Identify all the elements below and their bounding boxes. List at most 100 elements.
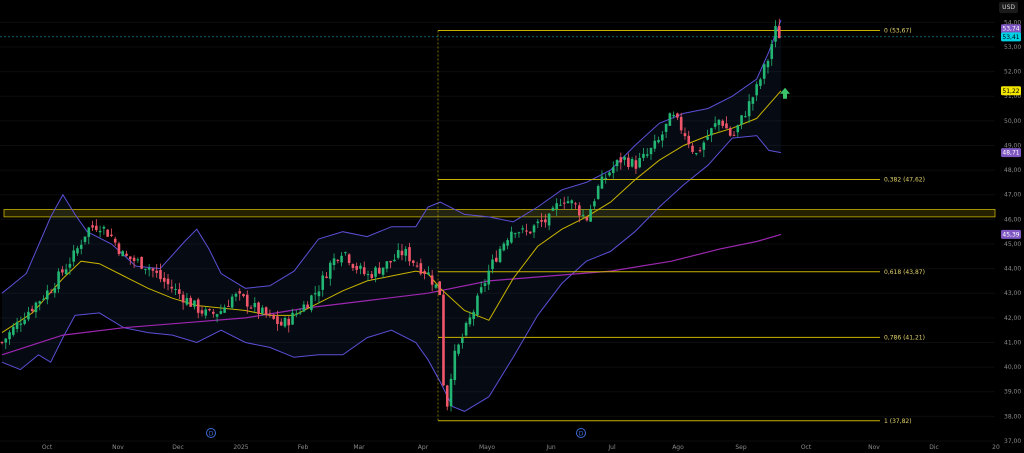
candle-body [362, 267, 366, 275]
dividend-marker-circle [206, 428, 216, 438]
candle-body [657, 139, 660, 143]
candle-body [23, 319, 26, 324]
candle-body [166, 278, 170, 285]
candle-body [593, 201, 596, 207]
price-tag-label: 45,39 [1002, 231, 1019, 238]
candle-body [162, 277, 166, 282]
candle-body [91, 225, 94, 228]
candle-body [547, 213, 551, 226]
candle-body [238, 291, 242, 294]
dividend-marker-label: D [579, 431, 584, 438]
candle-body [645, 154, 649, 156]
candle-body [295, 313, 298, 315]
candle-body [713, 123, 717, 127]
currency-label[interactable]: USD [999, 2, 1018, 13]
candle-body [38, 301, 42, 304]
candle-body [487, 270, 491, 285]
price-tag-label: 51,22 [1002, 88, 1019, 95]
candle-body [340, 255, 343, 263]
y-tick-label: 49,00 [1004, 142, 1021, 149]
candle-body [310, 295, 313, 311]
candle-body [751, 97, 755, 104]
candle-body [8, 332, 11, 340]
candle-body [415, 265, 419, 267]
candle-body [687, 135, 691, 145]
candle-body [736, 125, 740, 133]
y-tick-label: 54,00 [1004, 19, 1021, 26]
candle-body [106, 229, 109, 237]
candle-body [453, 350, 457, 381]
candle-body [144, 268, 147, 270]
candle-body [774, 26, 777, 42]
candle-body [691, 145, 694, 152]
candle-body [604, 177, 608, 179]
candle-body [608, 172, 611, 176]
candle-body [34, 302, 38, 313]
price-tag-label: 48,71 [1002, 150, 1019, 157]
candle-body [374, 267, 377, 277]
candle-body [479, 287, 483, 293]
candle-body [79, 244, 83, 249]
candle-body [332, 258, 336, 266]
candle-body [121, 251, 125, 257]
x-tick-label: Feb [298, 444, 309, 451]
candle-body [494, 257, 498, 262]
candle-body [615, 159, 619, 167]
x-tick-label: Apr [418, 444, 429, 451]
candle-body [461, 337, 464, 344]
candle-body [661, 134, 664, 141]
candle-body [506, 240, 509, 246]
candle-body [351, 264, 355, 268]
y-tick-label: 38,00 [1004, 413, 1021, 420]
candle-body [649, 148, 653, 155]
candle-body [64, 269, 68, 275]
candle-body [532, 225, 536, 233]
candle-body [502, 243, 506, 251]
candle-body [174, 288, 177, 290]
candle-body [140, 256, 143, 269]
x-tick-label: Jun [545, 444, 556, 451]
candle-body [12, 326, 15, 335]
candle-body [562, 202, 566, 204]
candle-body [128, 256, 132, 260]
candle-body [698, 150, 702, 152]
y-tick-label: 39,00 [1004, 389, 1021, 396]
candle-body [230, 296, 234, 308]
x-tick-label: Nov [868, 444, 880, 451]
candle-body [359, 265, 362, 269]
lower-band [1, 135, 782, 412]
candle-body [770, 44, 774, 59]
candle-body [762, 64, 766, 79]
y-tick-label: 45,00 [1004, 241, 1021, 248]
candle-body [585, 217, 589, 221]
candle-body [551, 207, 555, 211]
x-tick-label: Oct [801, 444, 812, 451]
candle-body [125, 253, 128, 256]
candle-body [540, 219, 543, 222]
candle-body [449, 378, 453, 407]
candle-body [19, 323, 23, 325]
sma-polyline [1, 90, 782, 334]
candle-body [623, 156, 626, 160]
candle-body [147, 267, 151, 270]
candle-body [98, 230, 102, 233]
y-tick-label: 47,00 [1004, 192, 1021, 199]
candle-body [679, 116, 683, 131]
candle-body [215, 314, 219, 317]
x-tick-label: Mayo [479, 444, 495, 451]
candle-body [464, 323, 468, 336]
candle-body [321, 275, 325, 290]
candle-body [212, 311, 215, 314]
candle-body [574, 203, 577, 205]
candle-body [249, 307, 253, 309]
candle-body [404, 248, 408, 256]
candle-body [245, 294, 249, 307]
candle-body [257, 302, 260, 314]
candle-body [706, 136, 709, 140]
candle-body [291, 312, 294, 325]
candle-body [272, 314, 275, 319]
x-tick-label: 2025 [233, 444, 248, 451]
